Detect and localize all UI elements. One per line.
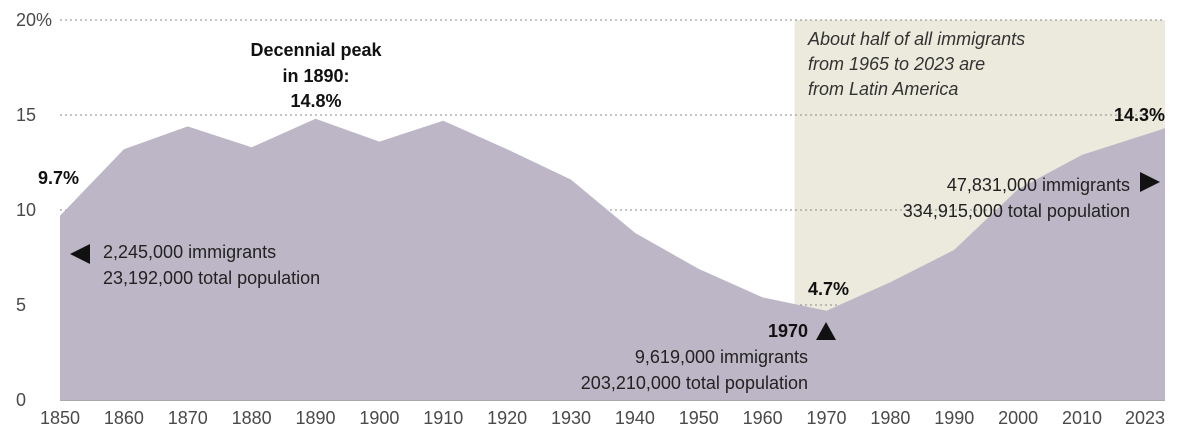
x-tick-label: 1890: [295, 408, 335, 428]
up-arrow-icon: [816, 322, 836, 340]
x-tick-label: 1880: [232, 408, 272, 428]
y-tick-label: 5: [16, 295, 26, 315]
x-tick-label: 2010: [1062, 408, 1102, 428]
start-population-label: 23,192,000 total population: [103, 268, 320, 288]
x-tick-label: 1990: [934, 408, 974, 428]
peak-label-line2: in 1890:: [282, 66, 349, 86]
x-tick-label: 1910: [423, 408, 463, 428]
y-tick-label: 0: [16, 390, 26, 410]
x-tick-label: 1930: [551, 408, 591, 428]
peak-label-line1: Decennial peak: [250, 40, 382, 60]
x-tick-label: 1860: [104, 408, 144, 428]
highlight-note-line2: from 1965 to 2023 are: [808, 54, 985, 74]
low-year-label: 1970: [768, 321, 808, 341]
low-population-label: 203,210,000 total population: [581, 373, 808, 393]
left-arrow-icon: [70, 244, 90, 264]
highlight-note-line3: from Latin America: [808, 79, 958, 99]
x-tick-label: 1900: [359, 408, 399, 428]
low-value-label: 4.7%: [808, 279, 849, 299]
x-tick-label: 1850: [40, 408, 80, 428]
x-tick-label: 1960: [743, 408, 783, 428]
peak-value-label: 14.8%: [290, 91, 341, 111]
end-immigrants-label: 47,831,000 immigrants: [947, 175, 1130, 195]
x-axis-ticks: 1850 1860 1870 1880 1890 1900 1910 1920 1930 1940…: [40, 408, 1165, 428]
right-arrow-icon: [1140, 172, 1160, 192]
y-tick-label: 15: [16, 105, 36, 125]
x-tick-label: 2000: [998, 408, 1038, 428]
start-immigrants-label: 2,245,000 immigrants: [103, 242, 276, 262]
y-tick-label: 10: [16, 200, 36, 220]
x-tick-label: 1920: [487, 408, 527, 428]
y-axis-ticks: 0 5 10 15 20%: [16, 10, 52, 410]
low-immigrants-label: 9,619,000 immigrants: [635, 347, 808, 367]
x-tick-label: 1870: [168, 408, 208, 428]
x-tick-label: 1980: [870, 408, 910, 428]
x-tick-label: 2023: [1125, 408, 1165, 428]
x-tick-label: 1950: [679, 408, 719, 428]
start-value-label: 9.7%: [38, 168, 79, 188]
highlight-note-line1: About half of all immigrants: [807, 29, 1025, 49]
end-value-label: 14.3%: [1114, 105, 1165, 125]
end-population-label: 334,915,000 total population: [903, 201, 1130, 221]
y-tick-label: 20%: [16, 10, 52, 30]
x-tick-label: 1970: [806, 408, 846, 428]
immigrant-share-area: [60, 118, 1165, 401]
x-tick-label: 1940: [615, 408, 655, 428]
